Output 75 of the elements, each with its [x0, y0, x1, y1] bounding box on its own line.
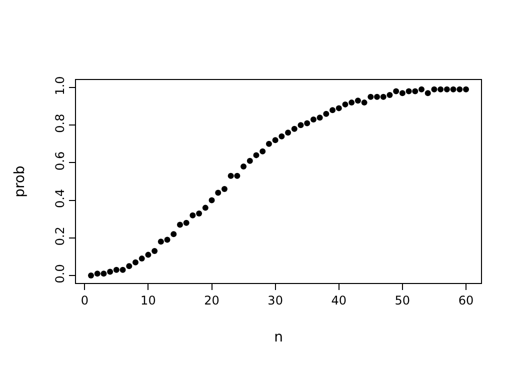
point [113, 266, 120, 273]
point [260, 148, 266, 154]
point [253, 152, 260, 158]
point [120, 266, 126, 273]
point [107, 268, 114, 275]
point [342, 101, 348, 108]
x-tick-label: 30 [268, 293, 283, 308]
point [291, 126, 298, 132]
x-tick-label: 20 [204, 293, 220, 308]
point [94, 270, 100, 277]
point [266, 140, 272, 147]
point [152, 248, 158, 254]
point [330, 107, 336, 114]
point [310, 116, 316, 122]
x-tick-label: 60 [458, 293, 474, 308]
point [132, 259, 138, 266]
point [361, 100, 368, 106]
point [323, 110, 330, 117]
y-tick-label: 0.0 [53, 264, 68, 284]
point [354, 98, 361, 104]
point [463, 86, 469, 92]
point [170, 231, 177, 238]
point [424, 90, 431, 96]
x-tick-label: 50 [394, 293, 410, 308]
point [183, 220, 190, 226]
point [348, 100, 355, 106]
point [221, 186, 228, 192]
point [438, 86, 444, 92]
point [399, 90, 406, 96]
point [316, 114, 323, 121]
point [208, 197, 215, 204]
point [450, 86, 456, 92]
point [298, 122, 304, 128]
point [412, 88, 418, 94]
point [304, 120, 310, 126]
point [285, 130, 292, 136]
y-tick-label: 0.4 [53, 188, 68, 208]
y-tick-label: 0.2 [53, 226, 68, 246]
x-tick-label: 0 [80, 293, 88, 308]
point [176, 222, 183, 228]
point [380, 94, 386, 100]
point [190, 212, 196, 218]
point [272, 137, 278, 144]
y-tick-label: 0.6 [53, 151, 68, 170]
point [234, 172, 240, 179]
point [418, 86, 425, 92]
point [368, 94, 374, 100]
point [431, 86, 438, 92]
point [246, 158, 253, 164]
point [228, 172, 234, 179]
y-tick-label: 0.8 [53, 114, 68, 133]
point [126, 263, 132, 270]
point [164, 236, 170, 243]
y-tick-label: 1.0 [53, 76, 68, 96]
point [100, 270, 107, 277]
point [278, 133, 285, 140]
point [202, 204, 208, 211]
point [444, 86, 450, 92]
point [386, 92, 393, 98]
x-tick-label: 10 [140, 293, 156, 308]
point [456, 86, 463, 92]
point [240, 163, 247, 170]
point [196, 210, 202, 216]
x-axis-title: n [274, 330, 283, 346]
point [88, 272, 94, 278]
point [158, 238, 164, 245]
x-tick-label: 40 [331, 293, 347, 308]
point [374, 94, 380, 100]
point [138, 256, 145, 262]
point [406, 88, 412, 94]
y-axis-title: prob [12, 166, 28, 198]
point [145, 252, 152, 258]
point [336, 105, 342, 112]
point [393, 88, 400, 94]
point [215, 190, 222, 196]
